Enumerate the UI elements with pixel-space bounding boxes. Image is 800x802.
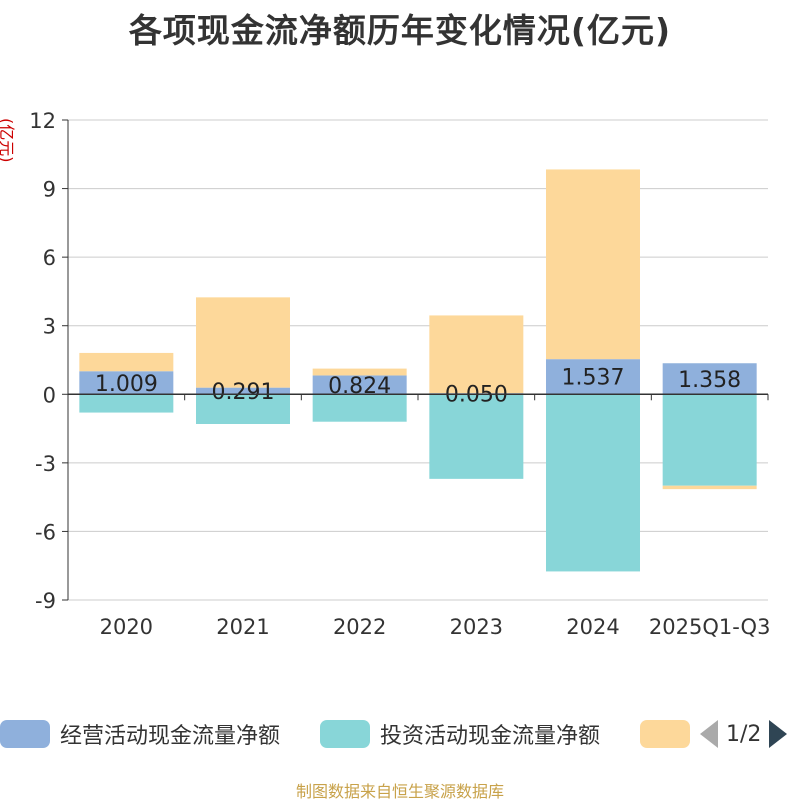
bar-financing-2022: [312, 368, 407, 376]
bar-operating-2022: [312, 375, 407, 395]
data-source-note: 制图数据来自恒生聚源数据库: [295, 782, 504, 801]
legend-pager: 1/2: [700, 718, 788, 750]
data-label-2023: 0.050: [445, 383, 508, 408]
bar-operating-2020: [79, 371, 174, 395]
x-tick-label: 2025Q1-Q3: [649, 615, 771, 639]
bar-financing-2025Q1-Q3: [662, 485, 757, 490]
y-tick-label: -9: [35, 589, 56, 613]
bar-financing-2023: [429, 315, 524, 394]
legend-item-investing[interactable]: 投资活动现金流量净额: [320, 718, 600, 750]
bar-investing-2021: [196, 394, 290, 424]
y-tick-label: 6: [43, 246, 56, 270]
y-tick-label: -3: [35, 452, 56, 476]
bar-investing-2020: [79, 394, 174, 413]
pager-prev-icon[interactable]: [700, 720, 718, 748]
bar-investing-2023: [429, 394, 524, 479]
x-tick-label: 2024: [566, 615, 619, 639]
y-tick-label: 9: [43, 178, 56, 202]
data-label-2021: 0.291: [212, 380, 275, 405]
x-tick-label: 2022: [333, 615, 386, 639]
bar-investing-2025Q1-Q3: [662, 394, 757, 486]
y-tick-label: 0: [43, 383, 56, 407]
bar-financing-2021: [196, 297, 290, 388]
legend-swatch-operating: [0, 720, 50, 748]
x-tick-label: 2023: [450, 615, 503, 639]
bar-operating-2024: [546, 359, 640, 395]
legend-item-operating[interactable]: 经营活动现金流量净额: [0, 718, 280, 750]
y-tick-label: 12: [29, 109, 56, 133]
legend: 经营活动现金流量净额 投资活动现金流量净额 1/2: [0, 714, 800, 754]
bar-operating-2025Q1-Q3: [662, 363, 757, 395]
x-tick-label: 2020: [100, 615, 153, 639]
legend-label-investing: 投资活动现金流量净额: [380, 724, 601, 749]
data-label-2020: 1.009: [95, 372, 158, 397]
y-tick-label: 3: [43, 315, 56, 339]
data-label-2022: 0.824: [328, 374, 391, 399]
y-tick-label: -6: [35, 520, 56, 544]
data-label-2024: 1.537: [562, 366, 625, 391]
bar-investing-2022: [312, 394, 407, 422]
cash-flow-chart: 12 9 6 3 0 -3 -6 -9 1.009 0.291 0.824 0.050 1.537 1.3…: [29, 109, 771, 639]
chart-title: 各项现金流净额历年变化情况(亿元): [128, 11, 672, 50]
pager-page-indicator: 1/2: [726, 721, 762, 747]
x-tick-label: 2021: [216, 615, 269, 639]
legend-swatch-investing: [320, 720, 370, 748]
legend-item-financing[interactable]: [640, 718, 700, 750]
data-label-2025Q1-Q3: 1.358: [678, 368, 741, 393]
legend-label-operating: 经营活动现金流量净额: [60, 724, 281, 749]
legend-swatch-financing: [640, 720, 690, 748]
bar-investing-2024: [546, 394, 640, 572]
bar-financing-2020: [79, 352, 174, 372]
bar-financing-2024: [546, 169, 640, 360]
pager-next-icon[interactable]: [769, 720, 788, 748]
bar-operating-2021: [196, 387, 290, 395]
